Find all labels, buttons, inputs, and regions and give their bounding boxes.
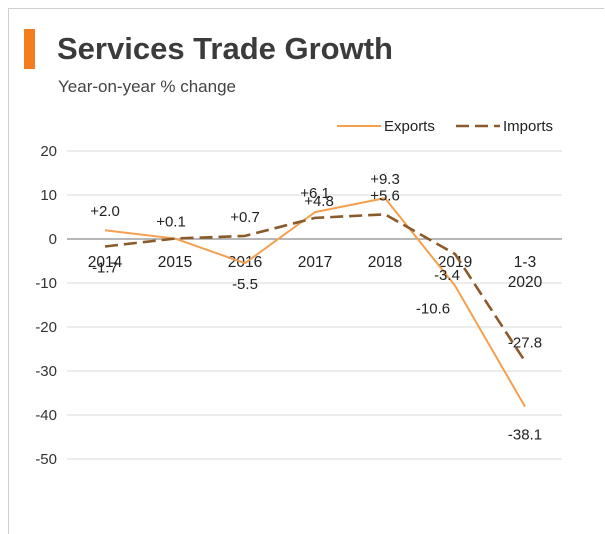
y-tick-label: -50	[35, 451, 57, 468]
legend-label-exports: Exports	[384, 118, 435, 135]
data-label-imports: -3.4	[434, 267, 460, 284]
title-accent-bar	[24, 29, 35, 69]
x-tick-label: 2015	[158, 254, 192, 271]
y-tick-label: -40	[35, 407, 57, 424]
legend-label-imports: Imports	[503, 118, 553, 135]
x-tick-label: 2017	[298, 254, 332, 271]
x-tick-label: 1-3	[514, 254, 536, 271]
y-tick-label: -20	[35, 319, 57, 336]
y-tick-label: -10	[35, 275, 57, 292]
x-tick-label: 2018	[368, 254, 402, 271]
data-label-exports: -38.1	[508, 427, 542, 444]
data-label-imports: +5.6	[370, 187, 400, 204]
x-tick-label: 2019	[438, 254, 472, 271]
data-label-imports: +4.8	[304, 193, 334, 210]
y-tick-label: -30	[35, 363, 57, 380]
chart-frame	[8, 8, 604, 534]
series-line-exports	[104, 197, 526, 408]
data-label-exports: +6.1	[300, 185, 330, 202]
data-label-exports: +2.0	[90, 203, 120, 220]
data-label-exports: -10.6	[416, 301, 450, 318]
chart-subtitle: Year-on-year % change	[58, 77, 236, 96]
series-line-imports	[104, 213, 527, 363]
data-label-imports: -1.7	[92, 259, 118, 276]
y-tick-label: 10	[40, 187, 57, 204]
y-tick-label: 0	[49, 231, 57, 248]
x-tick-label: 2020	[508, 274, 543, 291]
chart-title: Services Trade Growth	[57, 31, 393, 66]
data-label-imports: -27.8	[508, 334, 542, 351]
y-tick-label: 20	[40, 143, 57, 160]
data-label-imports: +0.7	[230, 209, 260, 226]
data-label-exports: +0.1	[156, 214, 186, 231]
data-label-exports: +9.3	[370, 171, 400, 188]
x-tick-label: 2014	[88, 254, 123, 271]
data-label-exports: -5.5	[232, 276, 258, 293]
